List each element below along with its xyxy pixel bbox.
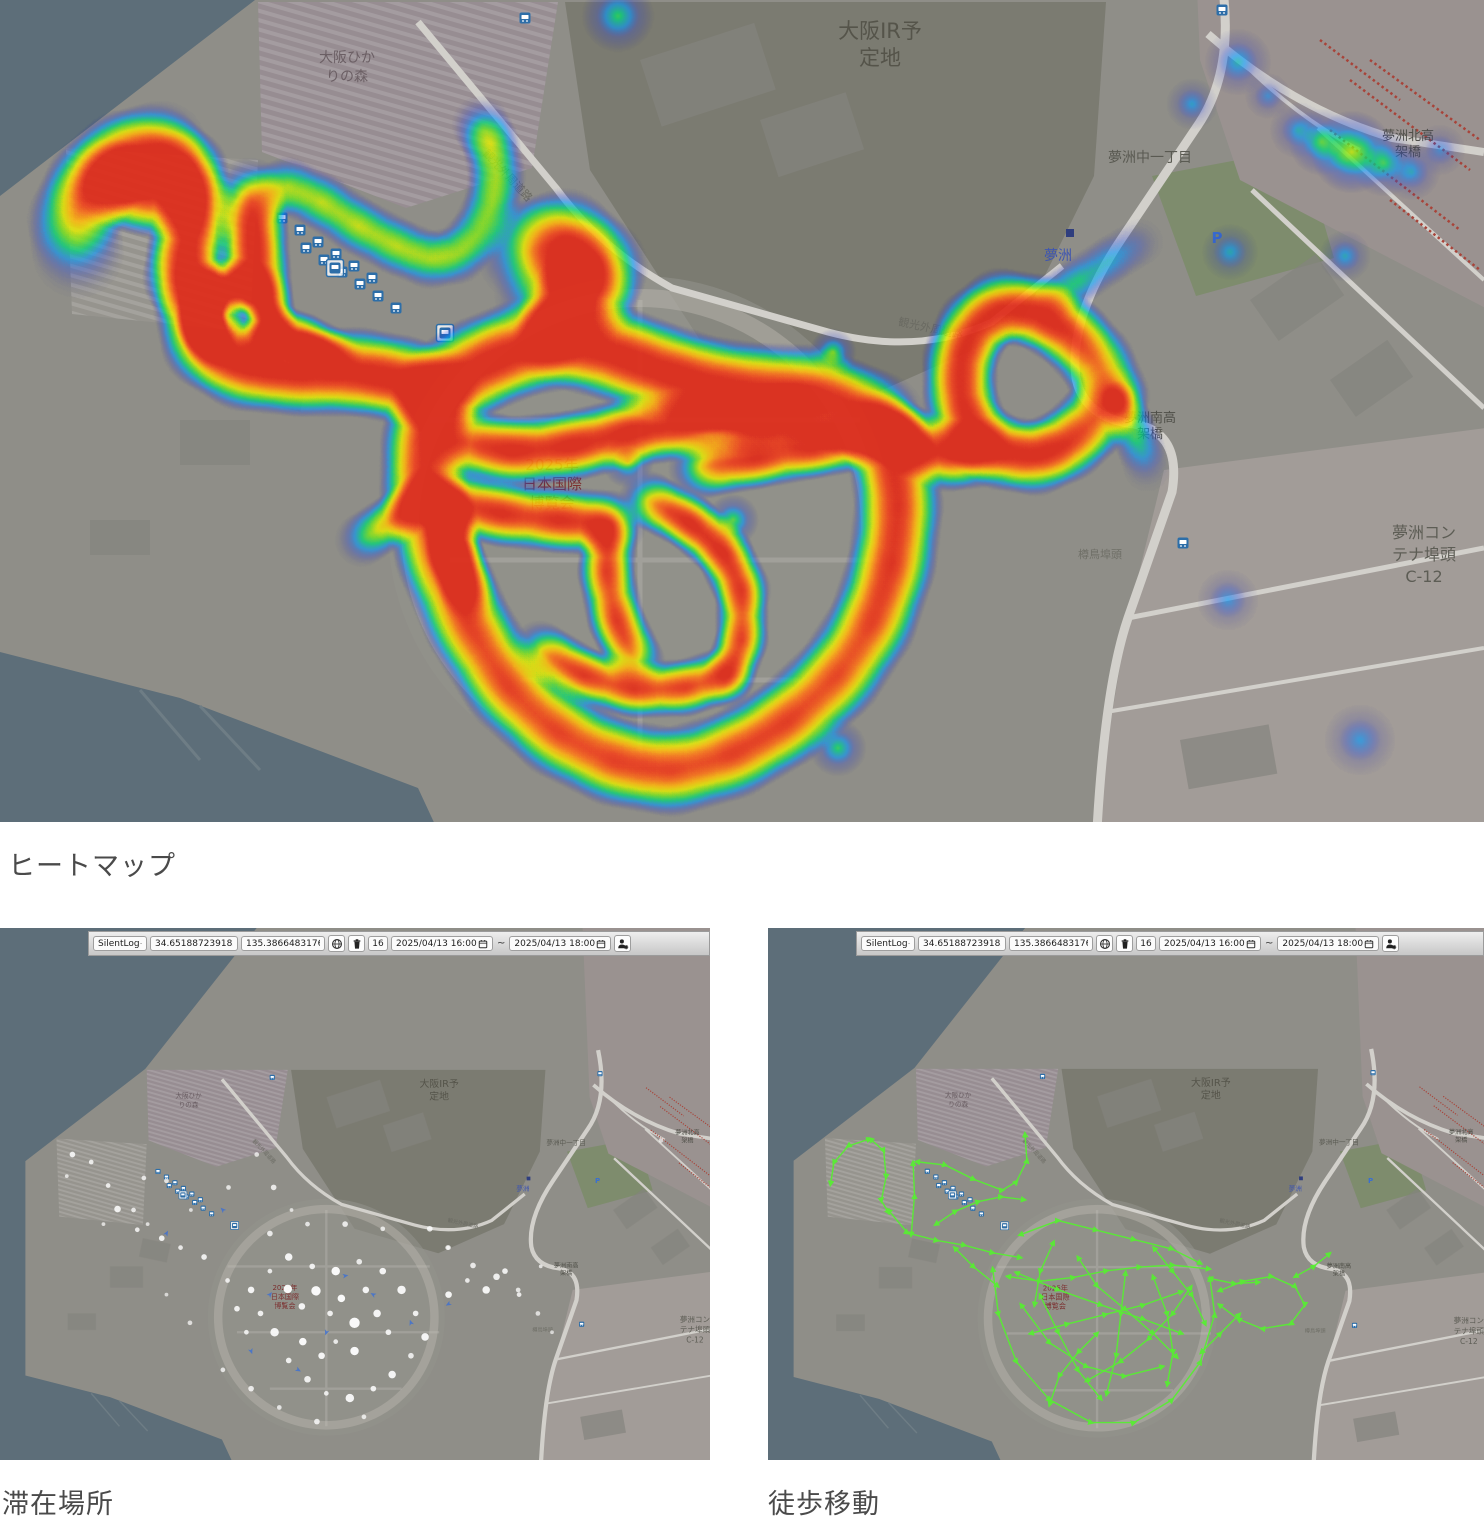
latitude-input[interactable]	[918, 936, 1006, 951]
piers	[90, 1392, 149, 1432]
map-label: 夢洲北高架橋	[675, 1129, 699, 1145]
date-range-separator: ~	[497, 938, 506, 949]
calendar-icon	[1246, 939, 1256, 948]
user-gear-icon	[618, 938, 629, 949]
map-label: 夢洲北高架橋	[1449, 1128, 1474, 1144]
map-label: 夢洲コンテナ埠頭 C-12	[1454, 1315, 1484, 1346]
calendar-icon	[597, 939, 606, 948]
date-from[interactable]: 2025/04/13 16:00	[391, 936, 493, 951]
globe-icon	[1099, 938, 1110, 949]
chevron-down-icon	[139, 942, 142, 945]
heatmap-map[interactable]: 大阪IR予定地 大阪ひかりの森 夢洲中一丁目 夢洲 夢洲北高架橋 夢洲南高架橋 夢洲コンテナ…	[0, 0, 1484, 822]
caption-heatmap: ヒートマップ	[8, 851, 176, 882]
app-selector[interactable]: SilentLog	[861, 936, 915, 951]
map-toolbar: SilentLog 16 2025/04/13 16	[88, 931, 710, 956]
calendar-icon	[1365, 939, 1374, 948]
date-from-value: 2025/04/13 16:00	[1164, 938, 1245, 949]
walk-map[interactable]: 大阪IR予定地大阪ひかりの森夢洲中一丁目夢洲 夢洲北高架橋夢洲南高架橋夢洲コンテナ…	[768, 928, 1484, 1460]
grand-ring	[213, 1204, 439, 1430]
longitude-input[interactable]	[1009, 936, 1093, 951]
trash-icon	[353, 938, 360, 949]
globe-button[interactable]	[328, 935, 345, 952]
map-label: P	[1212, 229, 1223, 247]
caption-walk: 徒歩移動	[768, 1489, 880, 1520]
globe-icon	[331, 938, 342, 949]
map-label: 夢洲南高架橋	[1327, 1262, 1352, 1278]
map-label: 2025年日本国際博覧会	[1041, 1284, 1069, 1311]
map-label: 大阪IR予定地	[419, 1077, 458, 1103]
map-label: 樽鳥埠頭	[1078, 547, 1122, 561]
basemap[interactable]: 大阪IR予定地大阪ひかりの森夢洲中一丁目夢洲夢洲北高架橋夢洲南高架橋夢洲コンテナ…	[0, 0, 1484, 822]
latitude-input[interactable]	[150, 936, 238, 951]
zoom-level[interactable]: 16	[368, 936, 388, 951]
map-label: 夢洲中一丁目	[1319, 1138, 1359, 1147]
app-selector[interactable]: SilentLog	[93, 936, 147, 951]
map-label: P	[1368, 1176, 1373, 1185]
map-label: 2025年日本国際博覧会	[271, 1283, 299, 1310]
date-from-value: 2025/04/13 16:00	[396, 938, 477, 949]
map-label: P	[595, 1176, 600, 1185]
date-from[interactable]: 2025/04/13 16:00	[1159, 936, 1261, 951]
map-label: 樽鳥埠頭	[532, 1325, 553, 1333]
station-marker	[1066, 229, 1074, 237]
map-label: 大阪IR予定地	[1191, 1076, 1231, 1102]
bus-stop-icons	[155, 1071, 603, 1327]
roads	[220, 1049, 710, 1460]
map-label: 大阪ひかりの森	[175, 1091, 202, 1109]
user-settings-button[interactable]	[614, 935, 632, 952]
delete-button[interactable]	[348, 935, 365, 952]
stay-map[interactable]: 大阪IR予定地大阪ひかりの森夢洲中一丁目夢洲 夢洲北高架橋夢洲南高架橋夢洲コンテナ…	[0, 928, 710, 1460]
globe-button[interactable]	[1096, 935, 1113, 952]
calendar-icon	[478, 939, 488, 948]
buildings	[67, 1079, 690, 1441]
map-label: 夢洲中一丁目	[546, 1138, 585, 1147]
user-settings-button[interactable]	[1382, 935, 1400, 952]
map-label: 夢洲	[1289, 1184, 1303, 1193]
caption-stay: 滞在場所	[2, 1489, 114, 1520]
map-label: 樽鳥埠頭	[1305, 1326, 1327, 1334]
map-label: 夢洲	[516, 1184, 530, 1193]
map-label: 2025年日本国際博覧会	[522, 456, 582, 512]
map-label: 夢洲南高架橋	[554, 1261, 578, 1277]
chevron-down-icon	[907, 942, 910, 945]
date-range-separator: ~	[1265, 938, 1274, 949]
trash-icon	[1121, 938, 1128, 949]
map-label: 夢洲	[1044, 248, 1072, 264]
date-to[interactable]: 2025/04/13 18:00	[509, 936, 612, 951]
date-to[interactable]: 2025/04/13 18:00	[1277, 936, 1380, 951]
station-marker	[526, 1176, 531, 1181]
map-label: 夢洲中一丁目	[1108, 150, 1192, 166]
date-to-value: 2025/04/13 18:00	[514, 938, 596, 949]
map-toolbar: SilentLog 16 2025/04/13 16	[856, 931, 1484, 956]
map-label: 大阪ひかりの森	[945, 1090, 972, 1108]
date-to-value: 2025/04/13 18:00	[1282, 938, 1364, 949]
delete-button[interactable]	[1116, 935, 1133, 952]
zones	[56, 928, 710, 1460]
app-selector-label: SilentLog	[866, 938, 908, 949]
user-gear-icon	[1386, 938, 1397, 949]
zoom-level[interactable]: 16	[1136, 936, 1156, 951]
app-selector-label: SilentLog	[98, 938, 140, 949]
station-marker	[1299, 1176, 1303, 1181]
map-label: 夢洲コンテナ埠頭 C-12	[680, 1314, 710, 1345]
piers	[859, 1394, 918, 1434]
longitude-input[interactable]	[241, 936, 325, 951]
